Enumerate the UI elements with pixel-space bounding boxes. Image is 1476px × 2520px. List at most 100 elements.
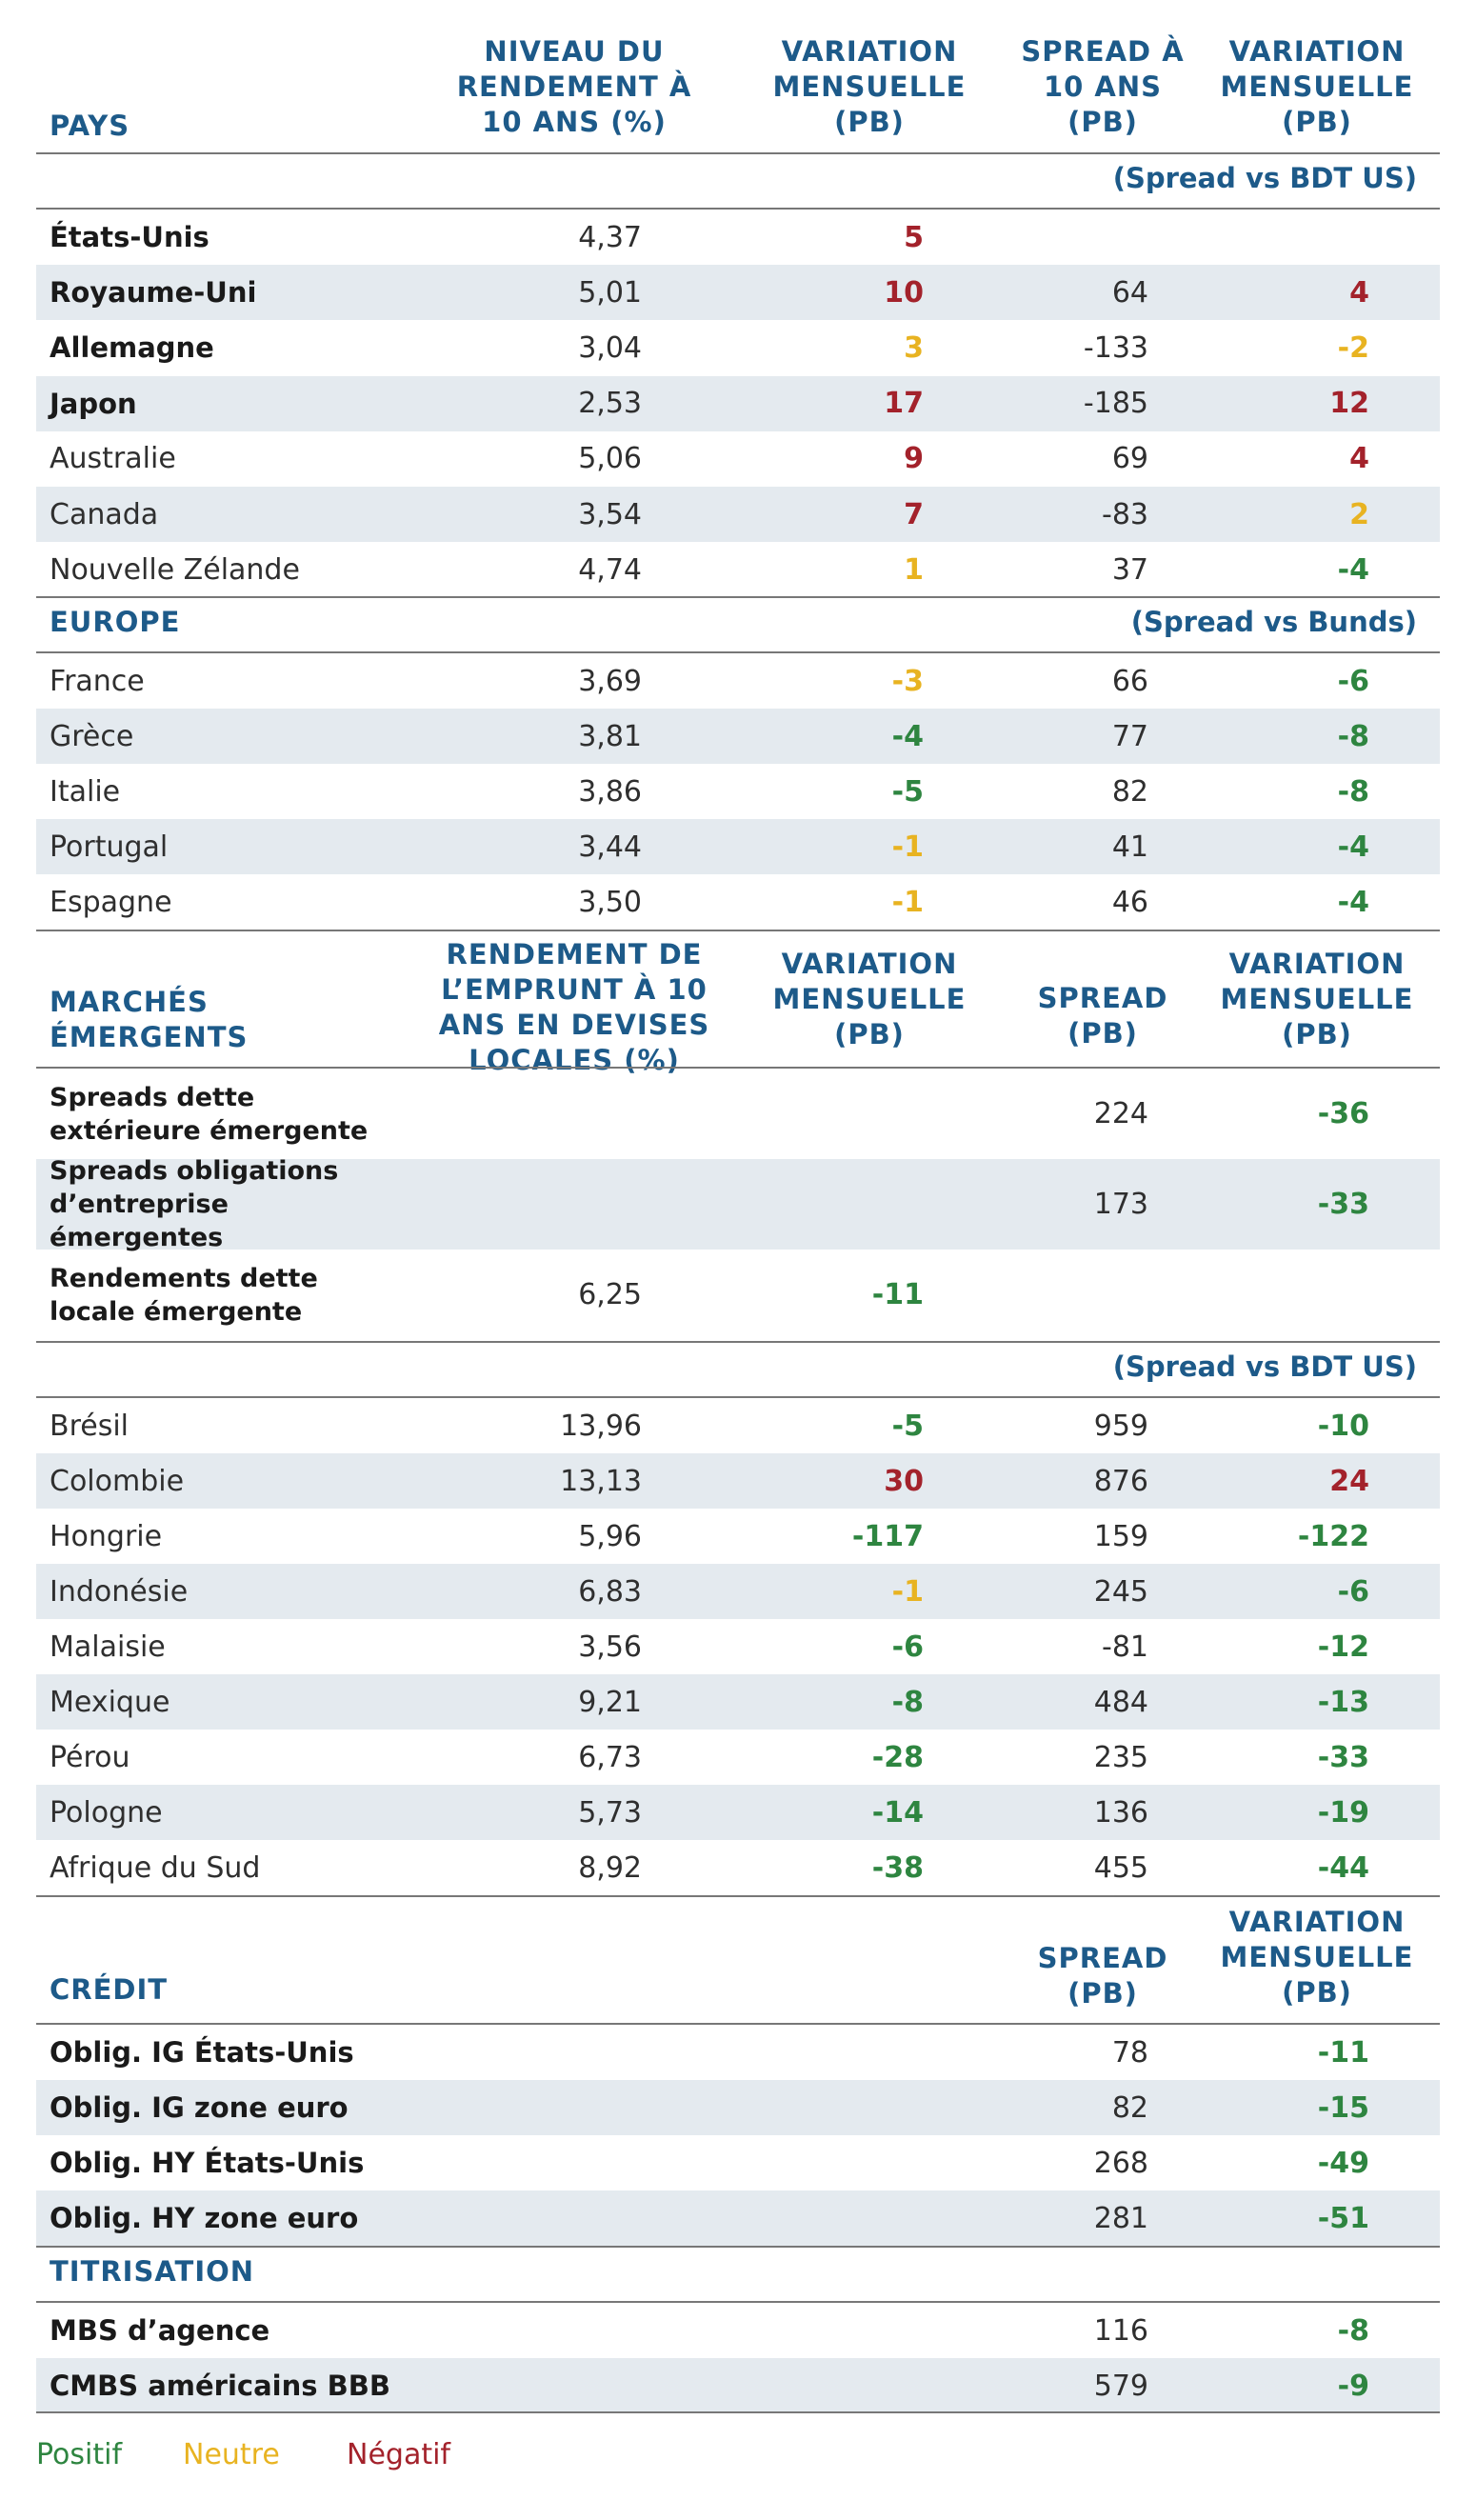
legend-positive: Positif xyxy=(36,2438,122,2471)
row-label: Pérou xyxy=(50,1740,130,1774)
monthly-change-value: -1 xyxy=(891,885,924,919)
table-row: États-Unis 4,37 5 xyxy=(36,210,1440,265)
spread-change-value: -4 xyxy=(1337,830,1369,864)
row-label: CMBS américains BBB xyxy=(50,2370,390,2402)
monthly-change-value: 17 xyxy=(884,387,924,421)
row-label: Oblig. IG États-Unis xyxy=(50,2036,354,2069)
spread-value: 484 xyxy=(1093,1685,1148,1719)
spread-value: 82 xyxy=(1111,774,1148,809)
spread-value: 173 xyxy=(1093,1188,1148,1221)
em-note-row: (Spread vs BDT US) xyxy=(36,1343,1440,1396)
yield-value: 3,54 xyxy=(578,497,642,531)
row-label: Grèce xyxy=(50,719,134,753)
spread-change-value xyxy=(1179,1250,1369,1340)
monthly-change-value: -14 xyxy=(871,1795,924,1830)
spread-change-value: -8 xyxy=(1337,719,1369,753)
yield-value: 6,25 xyxy=(578,1278,642,1311)
monthly-change-value: -3 xyxy=(891,664,924,698)
spread-change-value: -51 xyxy=(1317,2201,1369,2235)
table-row: Malaisie 3,56 -6 -81 -12 xyxy=(36,1619,1440,1674)
spread-value: 281 xyxy=(1093,2201,1148,2235)
legend-neutral: Neutre xyxy=(183,2438,280,2471)
divider xyxy=(36,1067,1440,1069)
divider xyxy=(36,930,1440,931)
monthly-change-value: 7 xyxy=(904,497,924,531)
yield-value: 6,83 xyxy=(578,1574,642,1609)
spread-value: 66 xyxy=(1111,664,1148,698)
table-row: Colombie 13,13 30 876 24 xyxy=(36,1453,1440,1509)
spread-change-value: -2 xyxy=(1337,330,1369,365)
europe-spread-note: (Spread vs Bunds) xyxy=(1130,606,1417,638)
table-row: Oblig. HY États-Unis 268 -49 xyxy=(36,2135,1440,2190)
table-row: Portugal 3,44 -1 41 -4 xyxy=(36,819,1440,874)
monthly-change-value: -11 xyxy=(871,1278,924,1311)
legend-negative: Négatif xyxy=(347,2438,450,2471)
table-row: Oblig. IG zone euro 82 -15 xyxy=(36,2080,1440,2135)
monthly-change-value: 5 xyxy=(904,220,924,254)
yield-value: 9,21 xyxy=(578,1685,642,1719)
table-row: Pologne 5,73 -14 136 -19 xyxy=(36,1785,1440,1840)
row-label: Oblig. HY zone euro xyxy=(50,2202,359,2234)
pays-col2-header: VARIATION MENSUELLE (PB) xyxy=(772,35,967,138)
em-col4-header: VARIATION MENSUELLE (PB) xyxy=(1220,948,1414,1050)
yield-value: 5,06 xyxy=(578,442,642,476)
spread-change-value: -36 xyxy=(1317,1097,1369,1130)
yield-value: 2,53 xyxy=(578,387,642,421)
row-label: Australie xyxy=(50,442,176,476)
em-col3-header: SPREAD (PB) xyxy=(1037,982,1168,1050)
spread-value: 69 xyxy=(1111,442,1148,476)
spread-change-value: -8 xyxy=(1337,774,1369,809)
credit-col3-header: SPREAD (PB) xyxy=(1037,1942,1168,2010)
row-label: Oblig. HY États-Unis xyxy=(50,2147,365,2179)
table-row: CMBS américains BBB 579 -9 xyxy=(36,2358,1440,2413)
divider xyxy=(36,1396,1440,1398)
table-row: MBS d’agence 116 -8 xyxy=(36,2303,1440,2358)
yield-value: 3,86 xyxy=(578,774,642,809)
spread-value: 136 xyxy=(1093,1795,1148,1830)
table-row: Indonésie 6,83 -1 245 -6 xyxy=(36,1564,1440,1619)
monthly-change-value: 3 xyxy=(904,330,924,365)
yield-value: 13,13 xyxy=(560,1464,642,1498)
table-row: Spreads obligations d’entreprise émergen… xyxy=(36,1156,1440,1252)
pays-spread-note: (Spread vs BDT US) xyxy=(1112,162,1417,194)
row-label: Malaisie xyxy=(50,1630,166,1664)
spread-value: 224 xyxy=(1093,1097,1148,1130)
spread-change-value: 2 xyxy=(1349,497,1369,531)
pays-col4-header: VARIATION MENSUELLE (PB) xyxy=(1220,35,1414,138)
em-col2-header: VARIATION MENSUELLE (PB) xyxy=(772,948,967,1050)
em-header: MARCHÉS ÉMERGENTS RENDEMENT DE L’EMPRUNT… xyxy=(36,931,1440,1076)
row-label: Espagne xyxy=(50,885,172,919)
em-col1-header: RENDEMENT DE L’EMPRUNT À 10 ANS EN DEVIS… xyxy=(438,938,710,1076)
table-row: France 3,69 -3 66 -6 xyxy=(36,653,1440,709)
spread-value: 77 xyxy=(1111,719,1148,753)
yield-value: 5,01 xyxy=(578,275,642,310)
table-row: Pérou 6,73 -28 235 -33 xyxy=(36,1730,1440,1785)
row-label: Oblig. IG zone euro xyxy=(50,2091,349,2124)
table-row: Nouvelle Zélande 4,74 1 37 -4 xyxy=(36,542,1440,597)
divider xyxy=(36,2301,1440,2303)
spread-value: 116 xyxy=(1093,2313,1148,2348)
yield-value: 3,44 xyxy=(578,830,642,864)
table-row: Hongrie 5,96 -117 159 -122 xyxy=(36,1509,1440,1564)
yield-value: 4,74 xyxy=(578,552,642,587)
spread-value: 455 xyxy=(1093,1850,1148,1885)
table-row: Allemagne 3,04 3 -133 -2 xyxy=(36,320,1440,375)
row-label: France xyxy=(50,664,145,698)
monthly-change-value: -1 xyxy=(891,830,924,864)
spread-value: 64 xyxy=(1111,275,1148,310)
row-label: Italie xyxy=(50,774,121,809)
table-row: Mexique 9,21 -8 484 -13 xyxy=(36,1674,1440,1730)
monthly-change-value: -8 xyxy=(891,1685,924,1719)
spread-change-value: -44 xyxy=(1317,1850,1369,1885)
table-row: Italie 3,86 -5 82 -8 xyxy=(36,764,1440,819)
spread-change-value: -4 xyxy=(1337,885,1369,919)
row-label: États-Unis xyxy=(50,221,209,253)
pays-col3-header: SPREAD À 10 ANS (PB) xyxy=(1021,35,1185,138)
row-label: Japon xyxy=(50,387,137,420)
table-row: Japon 2,53 17 -185 12 xyxy=(36,375,1440,431)
spread-value: -83 xyxy=(1102,497,1148,531)
divider xyxy=(36,2411,1440,2413)
spread-value: 268 xyxy=(1093,2146,1148,2180)
monthly-change-value: 9 xyxy=(904,442,924,476)
pays-col1-header: NIVEAU DU RENDEMENT À 10 ANS (%) xyxy=(456,35,692,138)
